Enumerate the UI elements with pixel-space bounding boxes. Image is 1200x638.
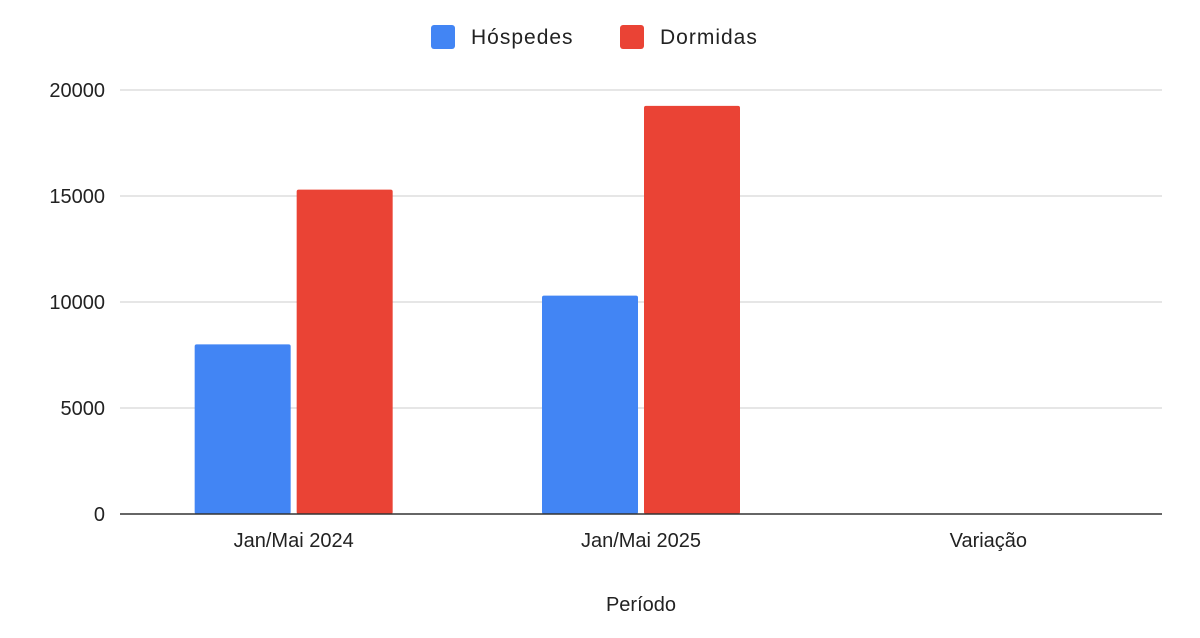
gridlines <box>120 89 1162 409</box>
legend-label: Dormidas <box>660 26 758 49</box>
legend: Hóspedes Dormidas <box>431 25 758 49</box>
legend-swatch <box>620 25 644 49</box>
x-axis-category-labels: Jan/Mai 2024 Jan/Mai 2025 Variação <box>234 530 1027 552</box>
x-axis-title: Período <box>606 594 676 616</box>
bar-dormidas-0 <box>296 189 393 514</box>
y-tick-label: 0 <box>94 504 105 526</box>
legend-swatch <box>431 25 455 49</box>
x-category-label: Jan/Mai 2024 <box>234 530 354 552</box>
x-category-label: Jan/Mai 2025 <box>581 530 701 552</box>
bar-hospedes-1 <box>542 295 638 514</box>
y-tick-label: 5000 <box>61 398 106 420</box>
x-category-label: Variação <box>950 530 1027 552</box>
legend-label: Hóspedes <box>471 26 574 49</box>
y-tick-label: 20000 <box>49 80 105 102</box>
y-axis-tick-labels: 0 5000 10000 15000 20000 <box>49 80 105 526</box>
bars <box>194 105 740 515</box>
y-tick-label: 10000 <box>49 292 105 314</box>
y-tick-label: 15000 <box>49 186 105 208</box>
bar-dormidas-1 <box>644 105 740 515</box>
bar-hospedes-0 <box>194 344 291 514</box>
